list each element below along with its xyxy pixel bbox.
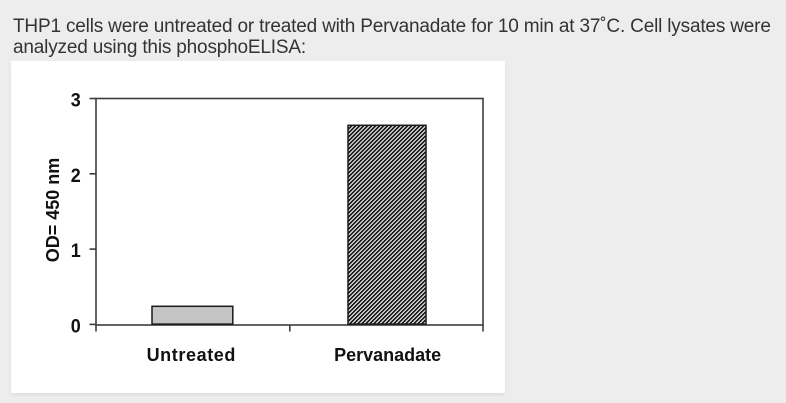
svg-text:0: 0 [71,316,81,337]
svg-text:2: 2 [71,166,81,187]
svg-text:3: 3 [71,91,81,112]
svg-text:Untreated: Untreated [147,345,236,365]
svg-text:1: 1 [71,241,81,262]
svg-text:Pervanadate: Pervanadate [334,345,441,365]
svg-text:OD= 450 nm: OD= 450 nm [43,158,63,263]
